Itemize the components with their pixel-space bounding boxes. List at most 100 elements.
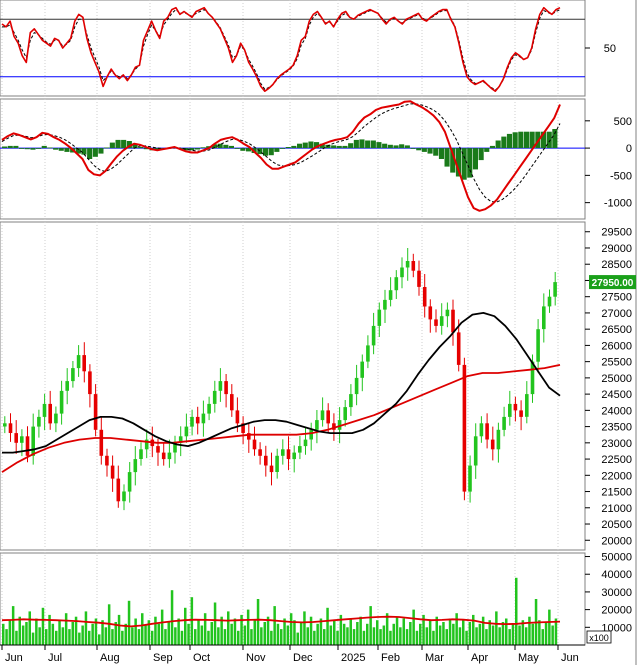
macd-histogram-bar	[104, 147, 110, 149]
volume-bar	[94, 618, 98, 645]
volume-bar	[134, 618, 137, 645]
volume-bar	[91, 623, 94, 645]
macd-histogram-bar	[285, 147, 291, 149]
volume-bar	[289, 613, 293, 645]
macd-histogram-bar	[115, 139, 121, 149]
volume-bar	[276, 623, 280, 645]
macd-histogram-bar	[211, 144, 217, 149]
volume-bar	[488, 620, 491, 645]
candle-body	[65, 381, 69, 391]
volume-bar	[524, 627, 528, 645]
candle-body	[383, 299, 387, 310]
volume-bar	[114, 622, 117, 645]
macd-histogram-bar	[342, 145, 348, 149]
macd-histogram-bar	[365, 140, 371, 149]
candle-body	[139, 449, 143, 459]
candle-body	[286, 449, 291, 459]
candle-body	[71, 368, 75, 382]
macd-histogram-bar	[450, 148, 456, 173]
candle-body	[445, 309, 450, 317]
volume-bar	[266, 616, 270, 645]
volume-bar	[263, 622, 266, 645]
volume-bar	[515, 577, 518, 645]
volume-bar	[326, 607, 329, 645]
volume-bar	[478, 623, 482, 645]
x-axis-label: Aug	[100, 652, 120, 664]
last-price-label: 27950.00	[592, 278, 634, 289]
volume-bar	[18, 616, 21, 645]
candle-body	[190, 416, 194, 427]
volume-bar	[339, 614, 343, 645]
volume-bar	[144, 625, 147, 645]
volume-bar	[392, 623, 395, 645]
volume-bar	[283, 618, 286, 645]
candle-body	[428, 306, 433, 320]
price-tick-label: 26500	[601, 324, 632, 336]
volume-bar	[452, 623, 455, 645]
rsi-line	[1, 6, 561, 92]
volume-bar	[468, 622, 472, 645]
candle-body	[349, 394, 353, 408]
candle-body	[235, 410, 240, 424]
x-axis-label: May	[518, 652, 539, 664]
macd-histogram-bar	[438, 148, 444, 159]
macd-histogram-bar	[126, 141, 132, 149]
volume-bar	[117, 614, 121, 645]
volume-bar	[253, 620, 256, 645]
volume-bar	[306, 627, 309, 645]
volume-bar	[35, 618, 38, 645]
volume-bar	[435, 616, 438, 645]
volume-bar	[167, 622, 170, 645]
macd-histogram-bar	[297, 143, 303, 149]
macd-histogram-bar	[484, 148, 490, 152]
volume-bar	[187, 623, 190, 645]
volume-bar	[8, 620, 12, 645]
candle-body	[354, 377, 359, 395]
volume-bar	[207, 630, 210, 645]
volume-bar	[495, 611, 498, 645]
volume-bar	[223, 629, 227, 645]
macd-histogram-bar	[194, 148, 200, 150]
volume-bar	[164, 629, 167, 645]
price-tick-label: 24500	[601, 389, 632, 401]
volume-tick-label: 20000	[601, 605, 632, 617]
candle-body	[394, 277, 399, 291]
volume-bar	[141, 613, 144, 645]
candle-body	[502, 416, 506, 430]
price-tick-label: 25000	[601, 373, 632, 385]
price-tick-label: 23000	[601, 438, 632, 450]
volume-bar	[58, 620, 61, 645]
volume-bar	[203, 613, 207, 645]
candle-body	[207, 403, 211, 414]
candle-body	[116, 478, 121, 502]
candle-body	[173, 442, 177, 453]
volume-bar	[256, 599, 260, 645]
volume-bar	[15, 630, 18, 645]
candle-body	[264, 455, 268, 466]
volume-bar	[21, 625, 25, 645]
candle-body	[184, 426, 189, 437]
candle-body	[525, 394, 529, 417]
candle-body	[127, 472, 132, 492]
price-tick-label: 29500	[601, 227, 632, 239]
volume-bar	[544, 622, 548, 645]
volume-bar	[154, 616, 157, 645]
volume-bar	[395, 616, 399, 645]
candle-body	[400, 267, 404, 278]
macd-histogram-bar	[319, 143, 325, 149]
volume-bar	[147, 620, 151, 645]
macd-histogram-bar	[455, 148, 461, 177]
volume-bar	[425, 627, 429, 645]
candle-body	[224, 381, 228, 395]
macd-histogram-bar	[410, 148, 416, 149]
volume-bar	[379, 629, 382, 645]
candle-body	[258, 449, 262, 456]
macd-histogram-bar	[444, 148, 450, 167]
volume-bar	[448, 618, 452, 645]
candle-body	[156, 446, 160, 453]
volume-bar	[180, 630, 184, 645]
candle-body	[88, 371, 92, 395]
volume-bar	[250, 629, 253, 645]
volume-bar	[28, 611, 31, 645]
candle-body	[513, 403, 518, 411]
